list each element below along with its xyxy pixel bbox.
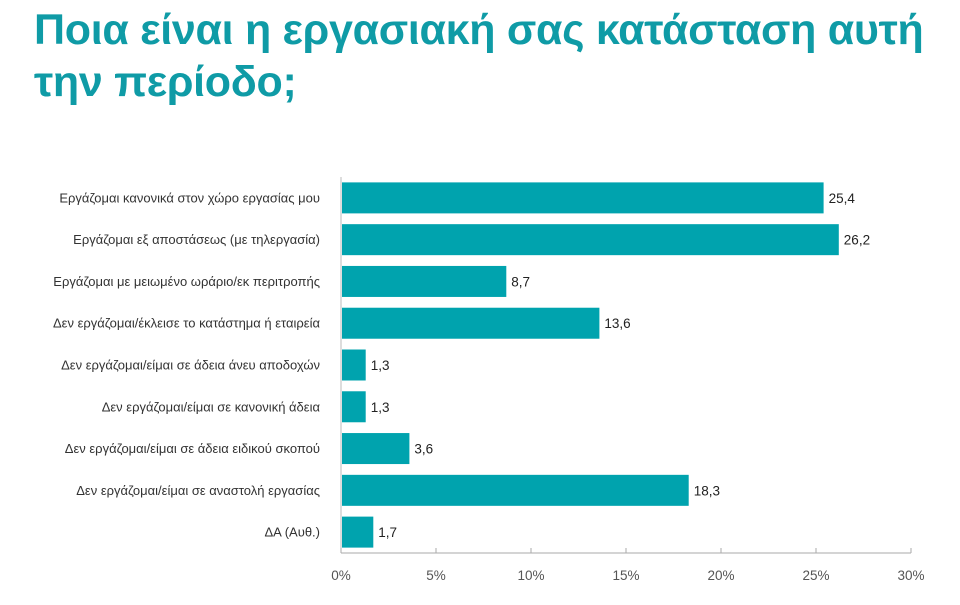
chart-title: Ποια είναι η εργασιακή σας κατάσταση αυτ… (34, 6, 924, 106)
bar (342, 349, 366, 381)
category-label: ΔΑ (Αυθ.) (264, 525, 320, 540)
x-tick-label: 0% (331, 568, 351, 583)
bar (342, 516, 374, 548)
category-label: Δεν εργάζομαι/είμαι σε άδεια ειδικού σκο… (65, 441, 320, 456)
data-label: 8,7 (511, 274, 530, 289)
x-tick-label: 25% (802, 568, 829, 583)
bar (342, 474, 689, 506)
data-label: 26,2 (844, 233, 870, 248)
bar (342, 307, 600, 339)
category-label: Δεν εργάζομαι/έκλεισε το κατάστημα ή ετα… (53, 316, 320, 331)
category-label: Δεν εργάζομαι/είμαι σε κανονική άδεια (102, 399, 321, 414)
data-label: 1,3 (371, 358, 390, 373)
x-tick-label: 15% (612, 568, 639, 583)
category-label: Εργάζομαι εξ αποστάσεως (με τηλεργασία) (73, 232, 320, 247)
x-tick-label: 10% (517, 568, 544, 583)
bar (342, 391, 366, 423)
bar (342, 224, 839, 256)
category-label: Δεν εργάζομαι/είμαι σε αναστολή εργασίας (76, 483, 320, 498)
data-label: 25,4 (829, 191, 856, 206)
bar (342, 265, 507, 297)
data-label: 1,7 (378, 525, 397, 540)
category-label: Εργάζομαι με μειωμένο ωράριο/εκ περιτροπ… (53, 274, 320, 289)
category-label: Εργάζομαι κανονικά στον χώρο εργασίας μο… (59, 190, 320, 205)
data-label: 1,3 (371, 400, 390, 415)
x-tick-label: 5% (426, 568, 446, 583)
data-label: 13,6 (604, 316, 630, 331)
bar (342, 182, 824, 214)
x-tick-label: 30% (897, 568, 924, 583)
data-label: 18,3 (694, 483, 720, 498)
x-tick-label: 20% (707, 568, 734, 583)
data-label: 3,6 (414, 442, 433, 457)
category-label: Δεν εργάζομαι/είμαι σε άδεια άνευ αποδοχ… (61, 358, 320, 373)
bar (342, 433, 410, 465)
